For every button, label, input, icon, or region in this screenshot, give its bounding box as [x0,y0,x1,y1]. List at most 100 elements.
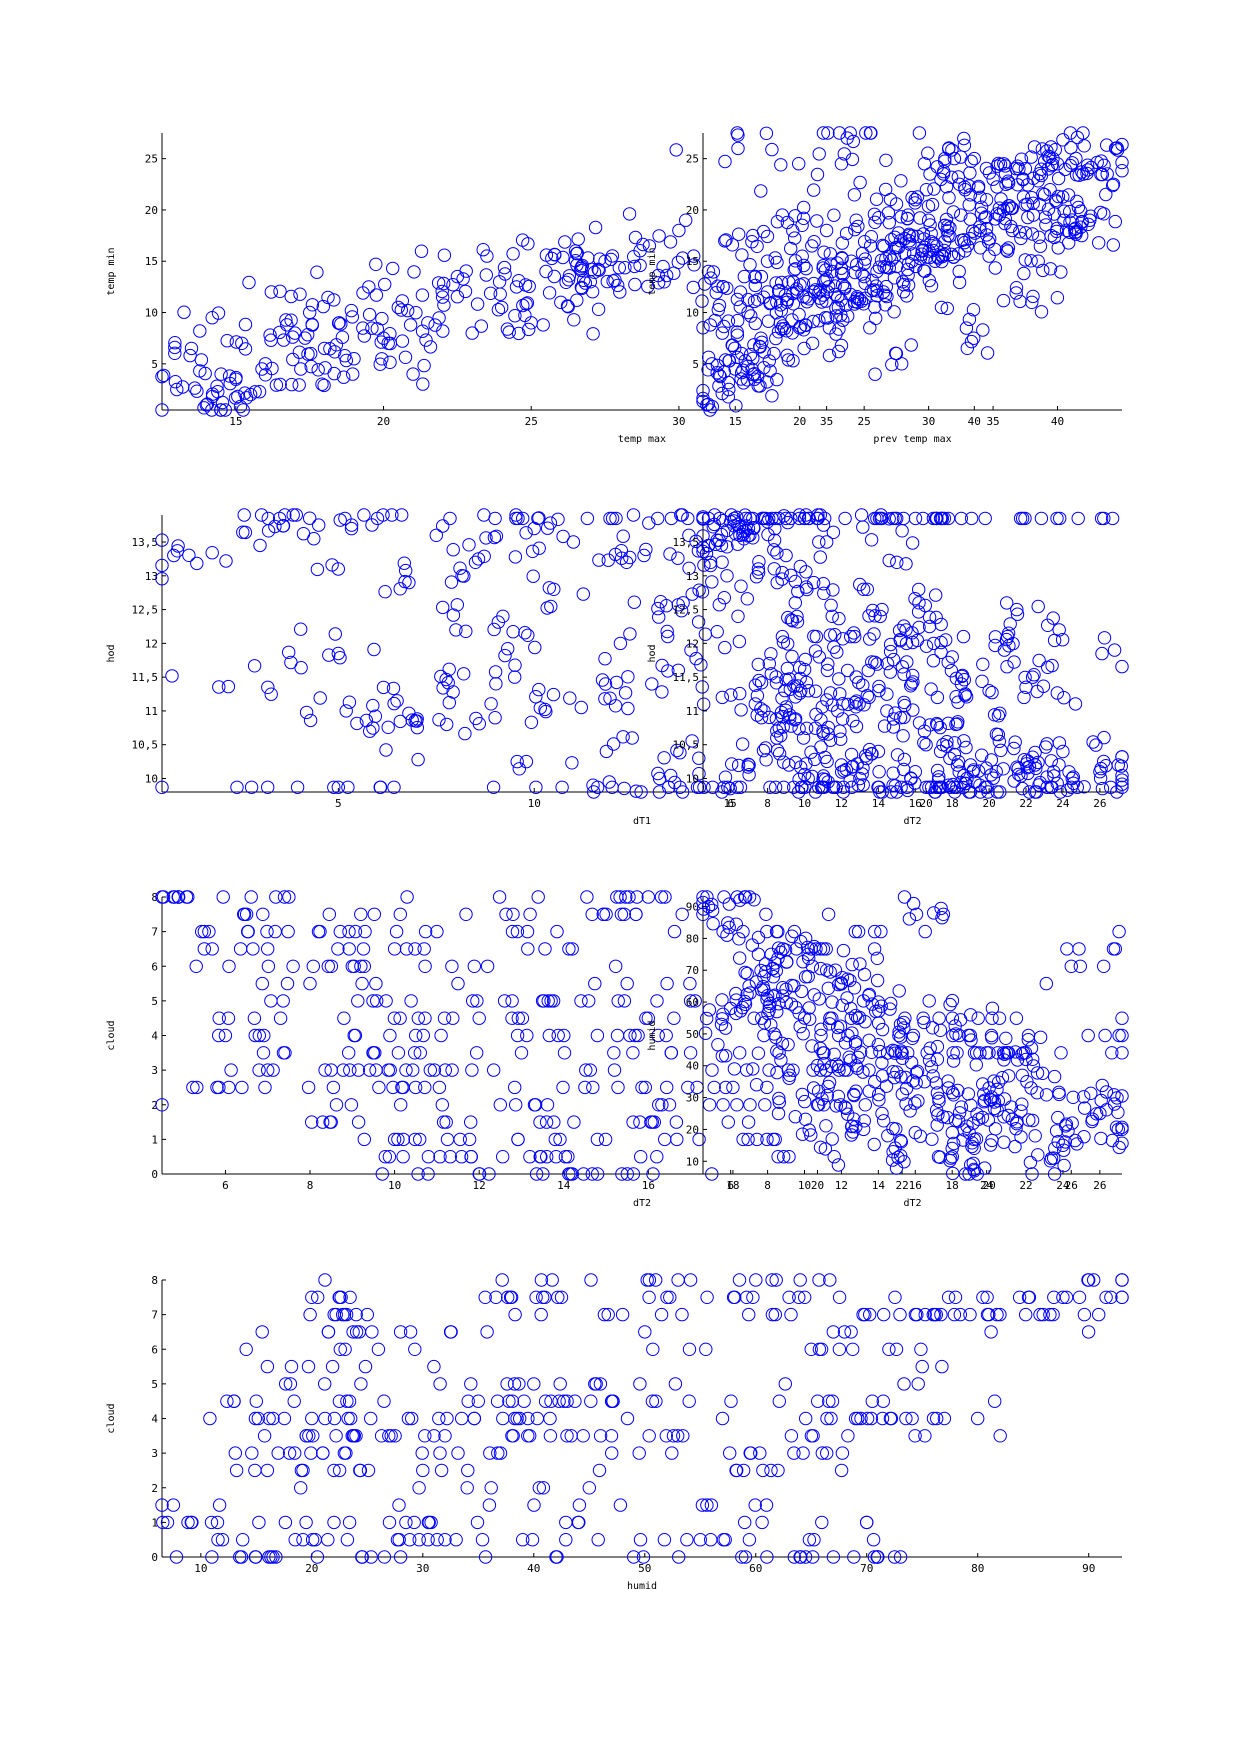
chart-3-point [950,780,964,794]
chart-2-y-tick-label: 11,5 [132,671,159,684]
chart-4-point [492,890,507,904]
chart-3-point [1107,643,1122,657]
chart-4-point [354,959,368,973]
chart-6-point [591,1533,605,1547]
chart-4-point [257,1028,271,1043]
chart-2-point [519,754,534,769]
chart-3-point [1053,511,1067,526]
chart-4-point [378,1150,392,1164]
chart-5-point [839,1101,853,1116]
chart-5-point [1009,1122,1023,1136]
chart-6-point [299,1429,313,1443]
chart-3-point [934,645,948,659]
chart-2-point [692,767,706,781]
chart-6-point [278,1515,293,1530]
chart-6-point [927,1307,942,1322]
chart-0-point [706,265,721,279]
chart-5-y-tick-label: 60 [686,996,699,1009]
chart-4-point [762,1063,776,1077]
chart-0-point [718,154,732,169]
chart-0-point [1106,178,1120,193]
chart-6-point [772,1394,786,1408]
chart-4-point [389,924,404,939]
chart-3-point [836,785,850,799]
chart-6-point [876,1394,890,1408]
chart-2-point [282,645,296,659]
chart-2-point [501,642,515,656]
chart-5-point [1014,1130,1028,1144]
chart-4-point [557,1028,571,1043]
chart-2-point [328,627,342,641]
chart-6-point [642,1429,656,1443]
chart-3-point [734,579,748,593]
chart-0-point [512,326,526,341]
chart-1-y-tick-label: 20 [686,204,699,217]
chart-5-point [820,963,834,977]
chart-6-point [934,1307,948,1322]
chart-1-point [944,247,959,262]
chart-6-point [269,1550,283,1564]
chart-4-point [400,890,414,904]
chart-2-point [621,701,635,716]
chart-2-point [205,546,219,560]
chart-0-point [301,347,315,361]
chart-2-point [1007,655,1021,669]
chart-6-point [1081,1325,1096,1339]
chart-6-point [346,1429,361,1443]
chart-3-point [905,536,920,550]
chart-0-point [622,207,637,221]
chart-4-point [816,942,831,956]
chart-3-point [1115,750,1129,764]
chart-4-point [435,1098,449,1112]
chart-5-point [1028,1129,1042,1143]
chart-1-point [980,346,995,360]
chart-1-point [728,341,742,355]
chart-6-x-axis-label: humid [627,1581,657,1592]
chart-4-point [582,994,596,1008]
chart-4-point [1115,1028,1129,1043]
chart-0-point [356,286,370,300]
chart-6-point [155,1498,169,1512]
chart-4-point [736,924,750,939]
chart-0-point [255,362,269,376]
chart-0-point [391,300,405,315]
chart-5-point [1024,1041,1039,1055]
chart-3-point [1014,769,1028,783]
chart-3-point [795,780,809,794]
chart-0-point [292,345,307,359]
chart-0-point [347,352,361,366]
chart-3-point [886,766,900,780]
chart-0-point [272,325,287,340]
chart-3-point [871,744,886,759]
chart-0-point [436,324,450,338]
chart-1-point [769,276,783,290]
chart-1-point [1064,141,1078,155]
chart-3-point [999,632,1014,647]
chart-4-x-tick-label: 8 [307,1179,314,1192]
chart-5-point [985,1133,999,1148]
chart-1-point [817,275,831,289]
chart-6-point [412,1533,426,1547]
chart-0-point [827,208,841,222]
chart-5-point [1025,1167,1039,1181]
chart-4-x-tick-label: 14 [557,1179,571,1192]
chart-6-point [736,1463,751,1478]
chart-5-point [997,1047,1012,1061]
chart-4-point [464,1115,478,1129]
chart-3-point [1095,646,1109,661]
chart-3-point [821,657,835,671]
chart-5-point [1099,1103,1114,1117]
chart-3-point [816,772,830,786]
chart-0-point [279,313,293,327]
chart-0-point [177,305,191,319]
chart-0-point [810,167,825,182]
chart-5-point [1051,1110,1065,1125]
chart-2-point [322,648,336,662]
chart-0-point [423,340,438,354]
chart-2-point [444,575,459,589]
chart-6-point [605,1446,619,1460]
chart-2-point [381,720,395,734]
chart-6-point [887,1550,902,1564]
chart-3-point [992,734,1006,749]
chart-4-point [464,1150,478,1164]
